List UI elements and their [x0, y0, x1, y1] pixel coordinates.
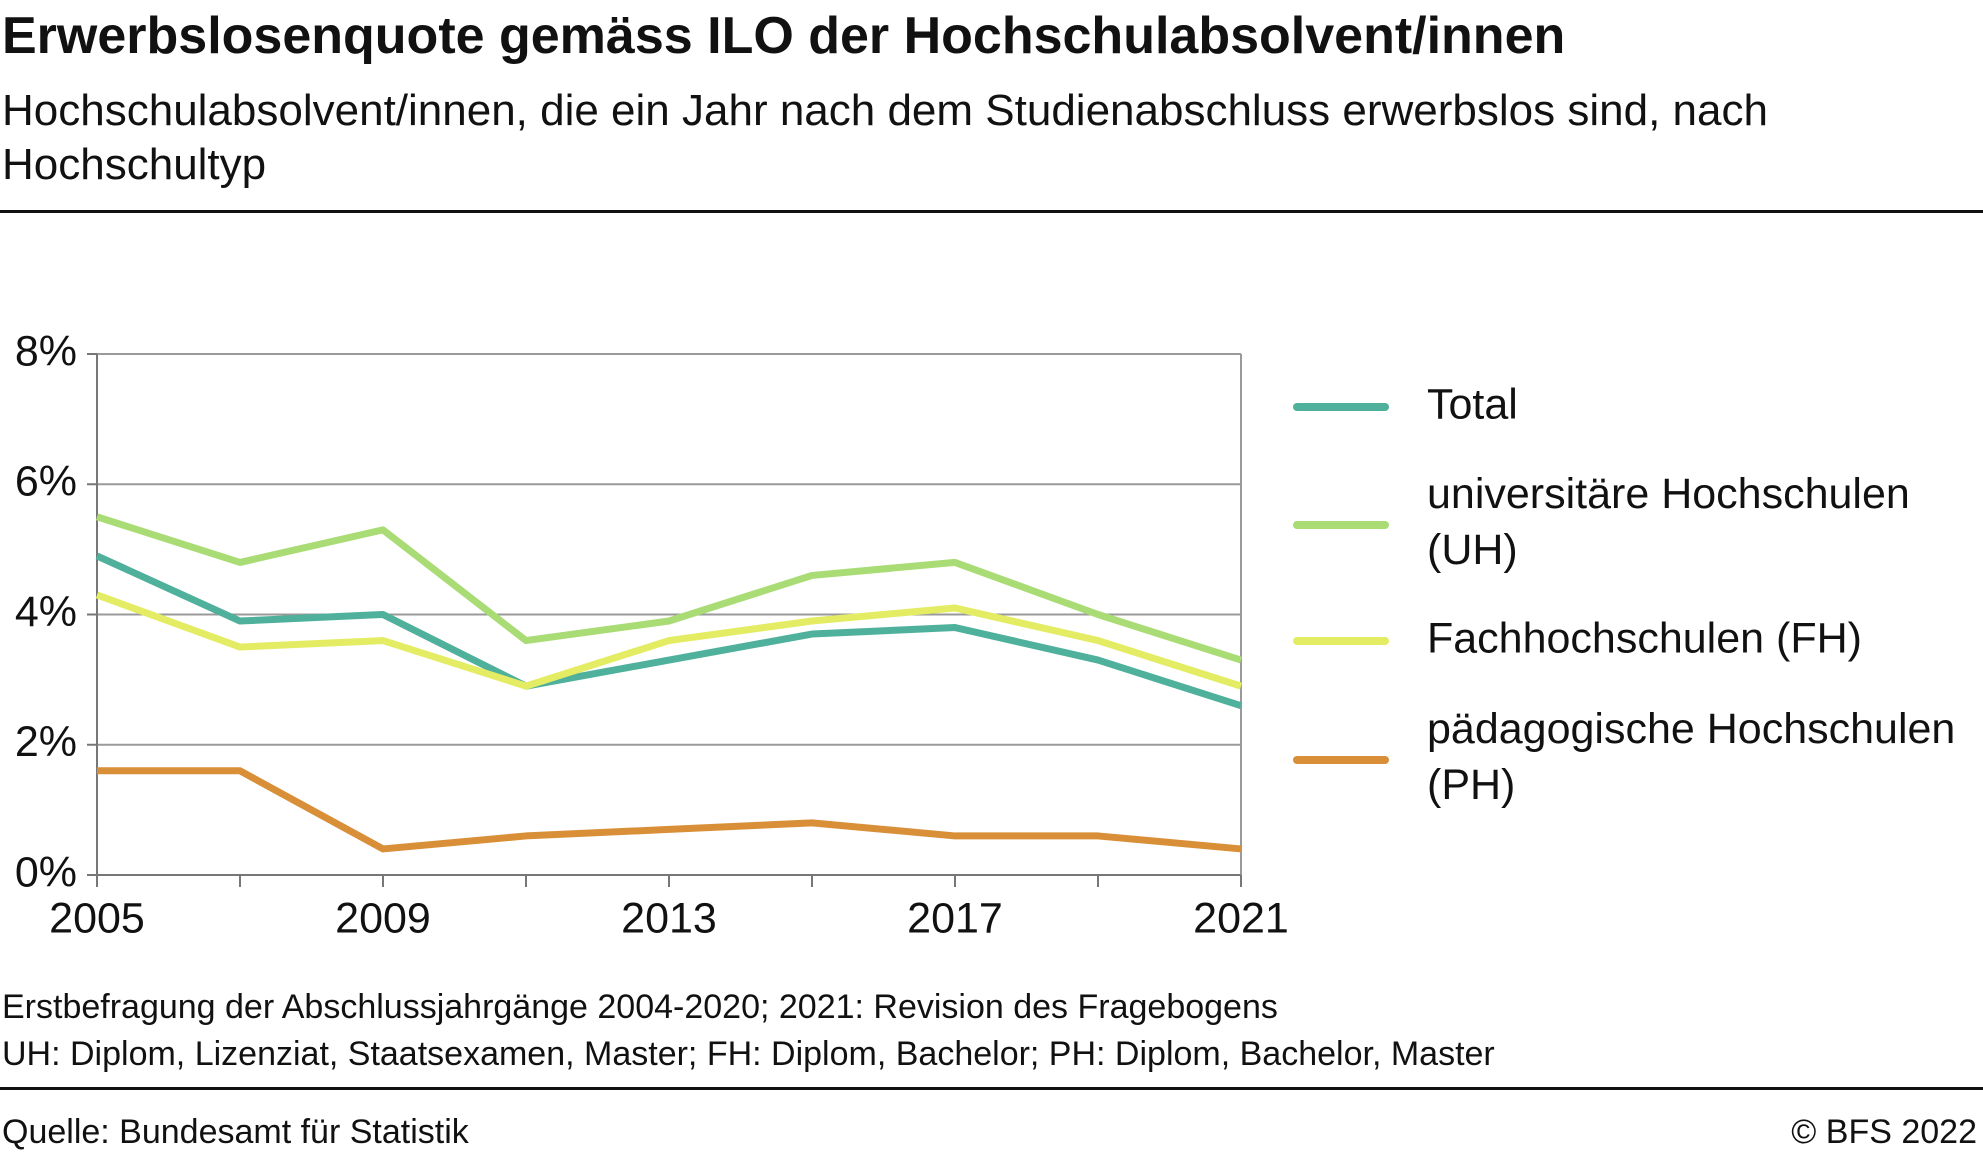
x-tick-label: 2021	[1193, 894, 1289, 942]
note: Erstbefragung der Abschlussjahrgänge 200…	[2, 988, 1278, 1026]
line	[97, 767, 1242, 853]
legend-label: pädagogische Hochschulen (PH)	[1427, 705, 1967, 809]
source: Quelle: Bundesamt für Statistik	[2, 1113, 469, 1151]
note: UH: Diplom, Lizenziat, Staatsexamen, Mas…	[2, 1035, 1495, 1073]
legend-line: (PH)	[1427, 761, 1515, 809]
legend-line: (UH)	[1427, 526, 1518, 574]
y-tick-label: 2%	[15, 718, 77, 766]
line	[95, 552, 1243, 710]
x-tick-label: 2013	[621, 894, 717, 942]
title: Erwerbslosenquote gemäss ILO der Hochsch…	[2, 7, 1566, 65]
y-tick-label: 8%	[15, 327, 77, 375]
x-tick-label: 2005	[49, 894, 145, 942]
copyright: © BFS 2022	[1791, 1113, 1977, 1151]
rule	[0, 210, 1983, 213]
y-tick-label: 0%	[15, 848, 77, 896]
line	[95, 591, 1243, 690]
x-tick-label: 2017	[907, 894, 1003, 942]
rule	[0, 1087, 1983, 1090]
legend-label: Fachhochschulen (FH)	[1427, 614, 1862, 662]
y-tick-label: 4%	[15, 588, 77, 636]
legend-line: pädagogische Hochschulen	[1427, 705, 1967, 753]
line	[95, 513, 1243, 664]
legend-label: universitäre Hochschulen (UH)	[1427, 470, 1922, 574]
legend-line: universitäre Hochschulen	[1427, 470, 1922, 518]
y-tick-label: 6%	[15, 458, 77, 506]
subtitle: Hochschulabsolvent/innen, die ein Jahr n…	[2, 86, 1768, 189]
legend-label: Total	[1427, 380, 1518, 428]
x-tick-label: 2009	[335, 894, 431, 942]
